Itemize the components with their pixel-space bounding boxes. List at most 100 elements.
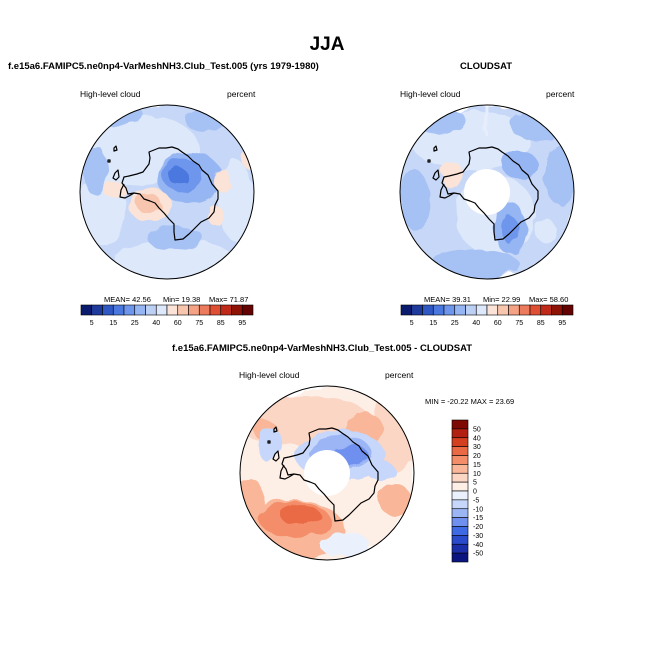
diff-colorbar-swatch (451, 481, 469, 492)
model-colorbar-tick-label: 95 (238, 320, 246, 327)
diff-colorbar-swatch (451, 517, 469, 527)
diff-colorbar-tick-label: 20 (473, 453, 481, 460)
season-title: JJA (309, 34, 345, 55)
model-colorbar-swatch (145, 304, 157, 316)
model-colorbar-swatch (241, 304, 254, 316)
diff-colorbar-tick-label: -10 (473, 506, 483, 513)
obs-colorbar-swatch (432, 304, 445, 316)
model-panel-title: f.e15a6.FAMIPC5.ne0np4-VarMeshNH3.Club_T… (8, 61, 319, 72)
diff-colorbar-swatch (451, 499, 469, 510)
obs-colorbar-swatch (518, 304, 531, 316)
obs-colorbar-swatch (497, 304, 509, 316)
obs-colorbar-tick-label: 75 (515, 320, 523, 327)
model-colorbar-tick-label: 75 (195, 320, 203, 327)
model-colorbar-tick-label: 85 (217, 320, 225, 327)
diff-polar-map (239, 385, 415, 561)
diff-colorbar-swatch (451, 464, 469, 474)
model-colorbar-swatch (112, 304, 125, 316)
obs-mean-stat: MEAN= 39.31 (424, 295, 471, 304)
model-colorbar-swatch (123, 304, 136, 316)
obs-colorbar-swatch (529, 304, 542, 316)
obs-max-stat: Max= 58.60 (529, 295, 569, 304)
obs-colorbar-swatch (422, 304, 434, 316)
model-colorbar-swatch (155, 304, 168, 316)
obs-colorbar-swatch (475, 304, 488, 316)
model-colorbar-swatch (134, 304, 146, 316)
model-colorbar-swatch (231, 304, 243, 316)
model-colorbar: 5 15 25 40 60 75 85 95 (80, 304, 254, 327)
model-colorbar-swatch (102, 304, 114, 316)
obs-colorbar-tick-label: 25 (451, 320, 459, 327)
model-variable-label: High-level cloud (80, 89, 141, 99)
diff-minmax-stat: MIN = -20.22 MAX = 23.69 (425, 397, 515, 406)
obs-colorbar-tick-label: 40 (472, 320, 480, 327)
diff-colorbar-swatch (451, 543, 469, 554)
model-colorbar-tick-label: 40 (152, 320, 160, 327)
diff-colorbar-swatch (451, 508, 469, 518)
diff-colorbar-swatch (451, 428, 469, 439)
model-units-label: percent (227, 89, 256, 99)
model-colorbar-swatch (188, 304, 200, 316)
model-colorbar-tick-label: 15 (109, 320, 117, 327)
obs-colorbar-swatch (561, 304, 574, 316)
diff-colorbar-tick-label: 15 (473, 462, 481, 469)
model-colorbar-swatch (209, 304, 222, 316)
diff-colorbar-tick-label: 0 (473, 489, 477, 496)
obs-variable-label: High-level cloud (400, 89, 461, 99)
model-colorbar-tick-label: 60 (174, 320, 182, 327)
obs-colorbar-swatch (465, 304, 477, 316)
diff-colorbar-tick-label: 5 (473, 480, 477, 487)
diff-colorbar-swatch (451, 437, 469, 447)
model-colorbar-swatch (166, 304, 179, 316)
diff-colorbar-tick-label: 10 (473, 471, 481, 478)
diff-colorbar-tick-label: 40 (473, 435, 481, 442)
diff-colorbar-tick-label: -20 (473, 524, 483, 531)
obs-colorbar-tick-label: 60 (494, 320, 502, 327)
diff-variable-label: High-level cloud (239, 370, 300, 380)
obs-panel-title: CLOUDSAT (460, 61, 513, 72)
obs-colorbar-swatch (443, 304, 456, 316)
diff-colorbar-tick-label: -50 (473, 551, 483, 558)
diff-colorbar-tick-label: -5 (473, 497, 479, 504)
obs-colorbar-tick-label: 85 (537, 320, 545, 327)
obs-colorbar-swatch (400, 304, 413, 316)
model-min-stat: Min= 19.38 (163, 295, 201, 304)
diff-colorbar-swatch (451, 455, 469, 465)
diff-units-label: percent (385, 370, 414, 380)
diff-colorbar-swatch (451, 419, 469, 430)
diff-colorbar-tick-label: 50 (473, 426, 481, 433)
diff-colorbar-tick-label: -30 (473, 533, 483, 540)
model-colorbar-tick-label: 5 (90, 320, 94, 327)
model-colorbar-swatch (80, 304, 93, 316)
diff-colorbar-tick-label: 30 (473, 444, 481, 451)
model-polar-map (79, 104, 255, 280)
diff-colorbar-swatch (451, 490, 469, 501)
obs-min-stat: Min= 22.99 (483, 295, 521, 304)
model-colorbar-tick-label: 25 (131, 320, 139, 327)
diff-colorbar-swatch (451, 472, 469, 483)
diff-colorbar-swatch (451, 526, 469, 536)
obs-colorbar-swatch (411, 304, 423, 316)
diff-panel-title: f.e15a6.FAMIPC5.ne0np4-VarMeshNH3.Club_T… (172, 343, 473, 354)
obs-colorbar-swatch (454, 304, 466, 316)
model-colorbar-swatch (91, 304, 103, 316)
model-colorbar-swatch (177, 304, 189, 316)
diff-colorbar-tick-label: -40 (473, 542, 483, 549)
obs-colorbar-tick-label: 15 (429, 320, 437, 327)
obs-polar-map (399, 104, 575, 280)
obs-colorbar-swatch (486, 304, 499, 316)
diff-colorbar-swatch (451, 552, 469, 563)
diff-colorbar-tick-label: -15 (473, 515, 483, 522)
model-mean-stat: MEAN= 42.56 (104, 295, 151, 304)
diff-colorbar-swatch (451, 535, 469, 545)
model-colorbar-swatch (220, 304, 232, 316)
model-colorbar-swatch (198, 304, 211, 316)
diff-colorbar-swatch (451, 446, 469, 456)
obs-colorbar-tick-label: 5 (410, 320, 414, 327)
model-max-stat: Max= 71.87 (209, 295, 249, 304)
obs-colorbar-tick-label: 95 (558, 320, 566, 327)
obs-colorbar-swatch (551, 304, 563, 316)
obs-colorbar-swatch (540, 304, 552, 316)
